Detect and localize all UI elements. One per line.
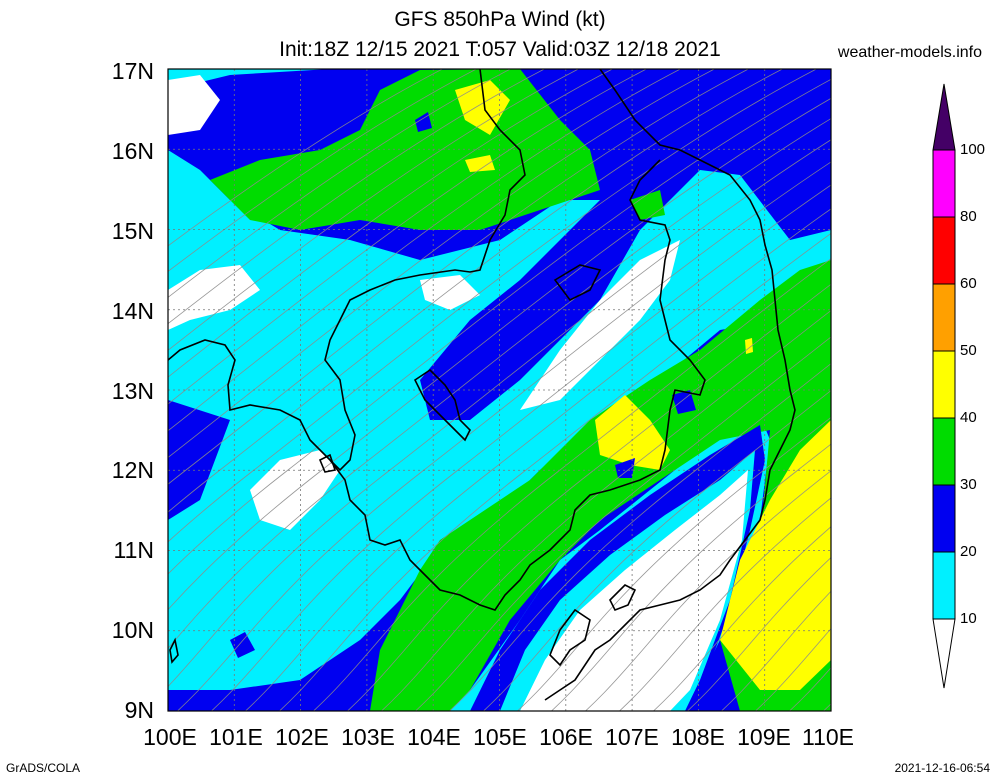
streamline: [960, 60, 1000, 740]
streamline: [858, 60, 1000, 740]
streamline: [448, 363, 831, 711]
lat-lon-grid: [168, 69, 831, 711]
lon-label: 101E: [209, 724, 263, 750]
streamline: [414, 336, 831, 711]
streamline: [244, 208, 831, 711]
lat-label: 9N: [124, 697, 154, 723]
colorbar-segment-20-30: [932, 484, 956, 553]
lon-label: 103E: [341, 724, 395, 750]
colorbar-segment-50-60: [932, 283, 956, 352]
streamline: [346, 283, 831, 711]
streamline: [210, 184, 831, 711]
streamline: [168, 69, 580, 351]
lat-label: 14N: [111, 298, 154, 324]
speed-band-30-40: [370, 260, 831, 711]
software-credit: GrADS/COLA: [6, 761, 81, 775]
streamline: [168, 69, 478, 272]
lon-label: 104E: [407, 724, 461, 750]
lon-label: 105E: [473, 724, 527, 750]
streamline: [550, 443, 831, 711]
streamline: [168, 69, 614, 378]
lon-label: 110E: [801, 724, 855, 750]
streamline: [278, 232, 831, 711]
streamline: [168, 69, 682, 432]
speed-band-below-10: [520, 240, 680, 410]
lat-label: 11N: [113, 537, 155, 563]
colorbar-label: 10: [960, 610, 977, 627]
streamline: [584, 470, 831, 711]
lon-label: 108E: [671, 724, 725, 750]
speed-band-20-30: [615, 458, 635, 478]
country-borders: [168, 69, 796, 701]
colorbar-label: 100: [960, 141, 986, 158]
streamline: [168, 69, 716, 459]
website-label: weather-models.info: [837, 44, 982, 61]
colorbar-segment-80-100: [932, 149, 956, 218]
colorbar-segment-10-20: [932, 551, 956, 620]
streamline: [168, 69, 818, 543]
speed-band-20-30: [672, 390, 696, 414]
colorbar-segment-above-100: [932, 83, 956, 151]
speed-band-40-50: [465, 155, 495, 172]
map-title: GFS 850hPa Wind (kt): [394, 8, 606, 31]
speed-band-40-50: [455, 80, 510, 135]
colorbar-segment-below-10: [932, 618, 956, 689]
lon-label: 106E: [539, 724, 593, 750]
streamline: [168, 69, 444, 247]
colorbar: [932, 83, 956, 689]
speed-band-below-10: [168, 265, 260, 330]
plot-frame: [167, 68, 832, 712]
lon-label: 109E: [737, 724, 791, 750]
streamline: [168, 69, 512, 298]
map-subtitle: Init:18Z 12/15 2021 T:057 Valid:03Z 12/1…: [279, 38, 721, 61]
streamline: [994, 60, 1000, 740]
streamline: [168, 97, 831, 611]
streamline: [482, 389, 831, 711]
lat-label: 17N: [111, 58, 154, 84]
streamline: [618, 497, 831, 711]
streamline: [168, 69, 750, 485]
streamline: [824, 60, 1000, 740]
streamline: [168, 69, 648, 405]
streamline: [720, 590, 831, 711]
streamline: [652, 526, 831, 711]
colorbar-segment-60-80: [932, 216, 956, 285]
speed-band-20-30: [230, 632, 255, 658]
lon-label: 102E: [275, 724, 329, 750]
colorbar-label: 50: [960, 342, 977, 359]
speed-band-40-50: [720, 420, 831, 690]
streamline: [312, 258, 831, 711]
colorbar-label: 20: [960, 543, 977, 560]
speed-band-40-50: [595, 395, 670, 470]
colorbar-label: 60: [960, 275, 977, 292]
streamline: [754, 628, 831, 711]
streamline: [168, 69, 784, 513]
colorbar-segment-40-50: [932, 350, 956, 419]
streamline: [686, 556, 831, 711]
streamline: [168, 139, 831, 688]
lat-label: 13N: [111, 378, 154, 404]
streamline: [168, 118, 831, 649]
speed-band-20-30: [415, 112, 432, 132]
streamline: [380, 309, 831, 711]
lat-label: 16N: [111, 138, 154, 164]
colorbar-label: 40: [960, 409, 977, 426]
lon-label: 100E: [143, 724, 197, 750]
streamline: [516, 416, 831, 711]
colorbar-label: 30: [960, 476, 977, 493]
lat-label: 10N: [111, 617, 154, 643]
colorbar-segment-30-40: [932, 417, 956, 486]
lat-label: 12N: [111, 457, 154, 483]
colorbar-label: 80: [960, 208, 977, 225]
lon-label: 107E: [605, 724, 659, 750]
generated-timestamp: 2021-12-16-06:54: [894, 761, 990, 775]
speed-band-below-10: [168, 75, 220, 135]
lat-label: 15N: [111, 218, 154, 244]
streamline: [168, 69, 546, 325]
